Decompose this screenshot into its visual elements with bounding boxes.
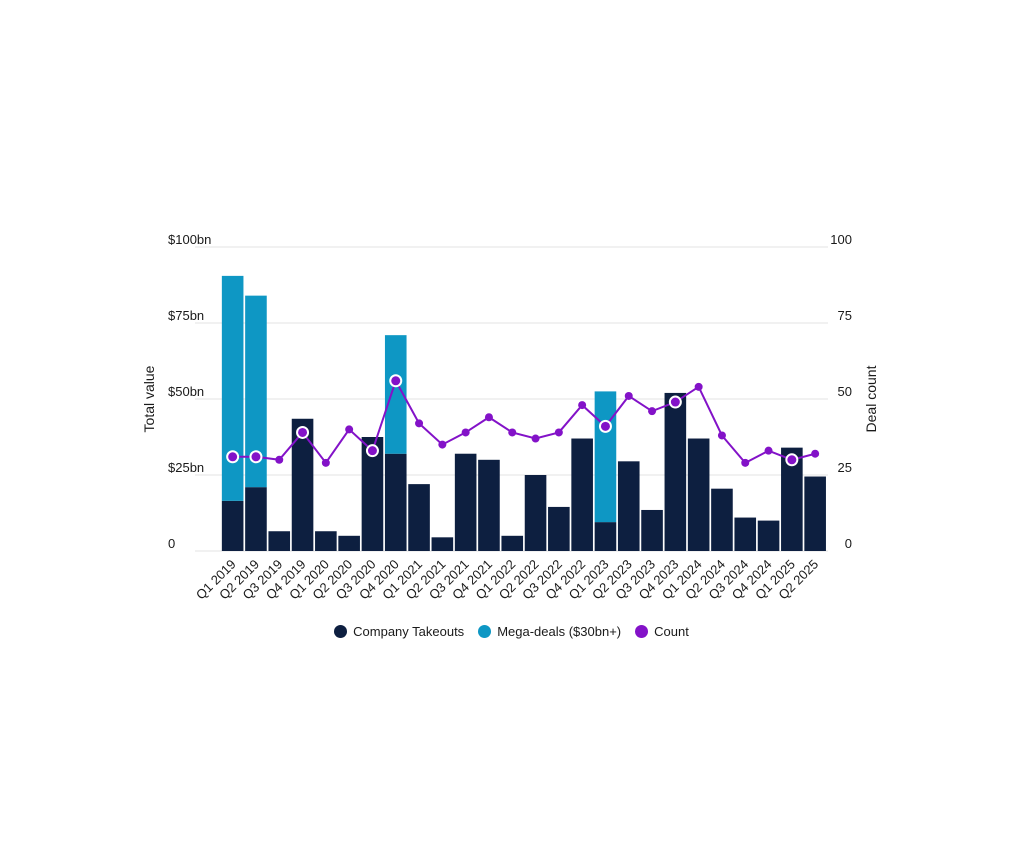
count-point <box>415 419 424 428</box>
count-point <box>785 453 799 467</box>
count-point <box>508 428 517 437</box>
count-point <box>668 395 682 409</box>
bar-company-takeouts <box>734 517 757 551</box>
count-point <box>764 446 773 455</box>
legend-swatch-count <box>635 625 649 638</box>
y2-axis-title: Deal count <box>863 365 879 432</box>
bar-mega-deals <box>384 335 407 454</box>
count-point <box>461 428 470 437</box>
legend-swatch-mega-deals <box>478 625 492 638</box>
y2-tick-label: 0 <box>845 536 852 551</box>
legend-label-mega-deals: Mega-deals ($30bn+) <box>497 624 622 639</box>
legend-item-mega-deals: Mega-deals ($30bn+) <box>478 624 621 639</box>
legend-label-takeouts: Company Takeouts <box>353 624 465 639</box>
count-point <box>365 444 379 458</box>
count-point <box>275 455 284 464</box>
bar-company-takeouts <box>384 453 407 551</box>
bar-company-takeouts <box>711 488 733 551</box>
bar-company-takeouts <box>315 531 337 551</box>
bar-company-takeouts <box>641 509 663 551</box>
y2-tick-label: 75 <box>838 308 852 323</box>
count-point <box>717 431 726 440</box>
y-tick-label: $100bn <box>168 232 211 247</box>
bar-company-takeouts <box>245 487 267 551</box>
bar-company-takeouts <box>338 535 360 551</box>
legend-label-count: Count <box>654 624 689 639</box>
count-point <box>296 425 310 439</box>
bar-company-takeouts <box>291 418 314 551</box>
count-point <box>694 382 703 391</box>
bar-company-takeouts <box>431 537 454 551</box>
count-point <box>321 458 330 467</box>
count-point <box>531 434 540 443</box>
bar-company-takeouts <box>478 459 500 551</box>
count-point <box>578 401 587 410</box>
count-point <box>624 391 633 400</box>
count-point <box>389 374 403 388</box>
bar-company-takeouts <box>221 500 244 551</box>
bar-company-takeouts <box>548 506 570 551</box>
bar-company-takeouts <box>757 520 780 551</box>
bar-company-takeouts <box>804 476 826 551</box>
bar-company-takeouts <box>594 522 617 551</box>
legend-swatch-takeouts <box>334 625 348 638</box>
bar-company-takeouts <box>408 484 430 551</box>
y-tick-label: $50bn <box>168 384 204 399</box>
count-point <box>345 425 354 434</box>
count-point <box>484 413 493 422</box>
legend-item-takeouts: Company Takeouts <box>334 624 464 639</box>
bar-company-takeouts <box>268 531 291 551</box>
count-point <box>554 428 563 437</box>
y2-tick-label: 25 <box>838 460 852 475</box>
count-line <box>232 378 816 465</box>
bar-company-takeouts <box>687 438 710 551</box>
bar-company-takeouts <box>524 475 547 551</box>
bar-company-takeouts <box>571 438 593 551</box>
bar-company-takeouts <box>501 535 524 551</box>
bar-mega-deals <box>221 275 244 501</box>
count-point <box>811 449 820 458</box>
count-point <box>741 458 750 467</box>
count-point <box>249 450 263 464</box>
y2-tick-label: 100 <box>830 232 852 247</box>
y2-tick-label: 50 <box>838 384 852 399</box>
bar-company-takeouts <box>361 437 384 551</box>
legend: Company Takeouts Mega-deals ($30bn+) Cou… <box>0 624 1023 639</box>
count-point <box>438 440 447 449</box>
y-tick-label: $25bn <box>168 460 204 475</box>
bar-company-takeouts <box>617 461 640 551</box>
bar-company-takeouts <box>454 453 477 551</box>
bar-mega-deals <box>245 295 267 488</box>
y-axis-title: Total value <box>141 365 157 432</box>
y-tick-label: 0 <box>168 536 175 551</box>
bar-company-takeouts <box>664 392 687 551</box>
count-point <box>648 407 657 416</box>
bar-company-takeouts <box>781 447 803 551</box>
bar-mega-deals <box>594 391 617 523</box>
y-tick-label: $75bn <box>168 308 204 323</box>
count-point <box>226 450 240 464</box>
legend-item-count: Count <box>635 624 689 639</box>
count-point <box>598 419 612 433</box>
